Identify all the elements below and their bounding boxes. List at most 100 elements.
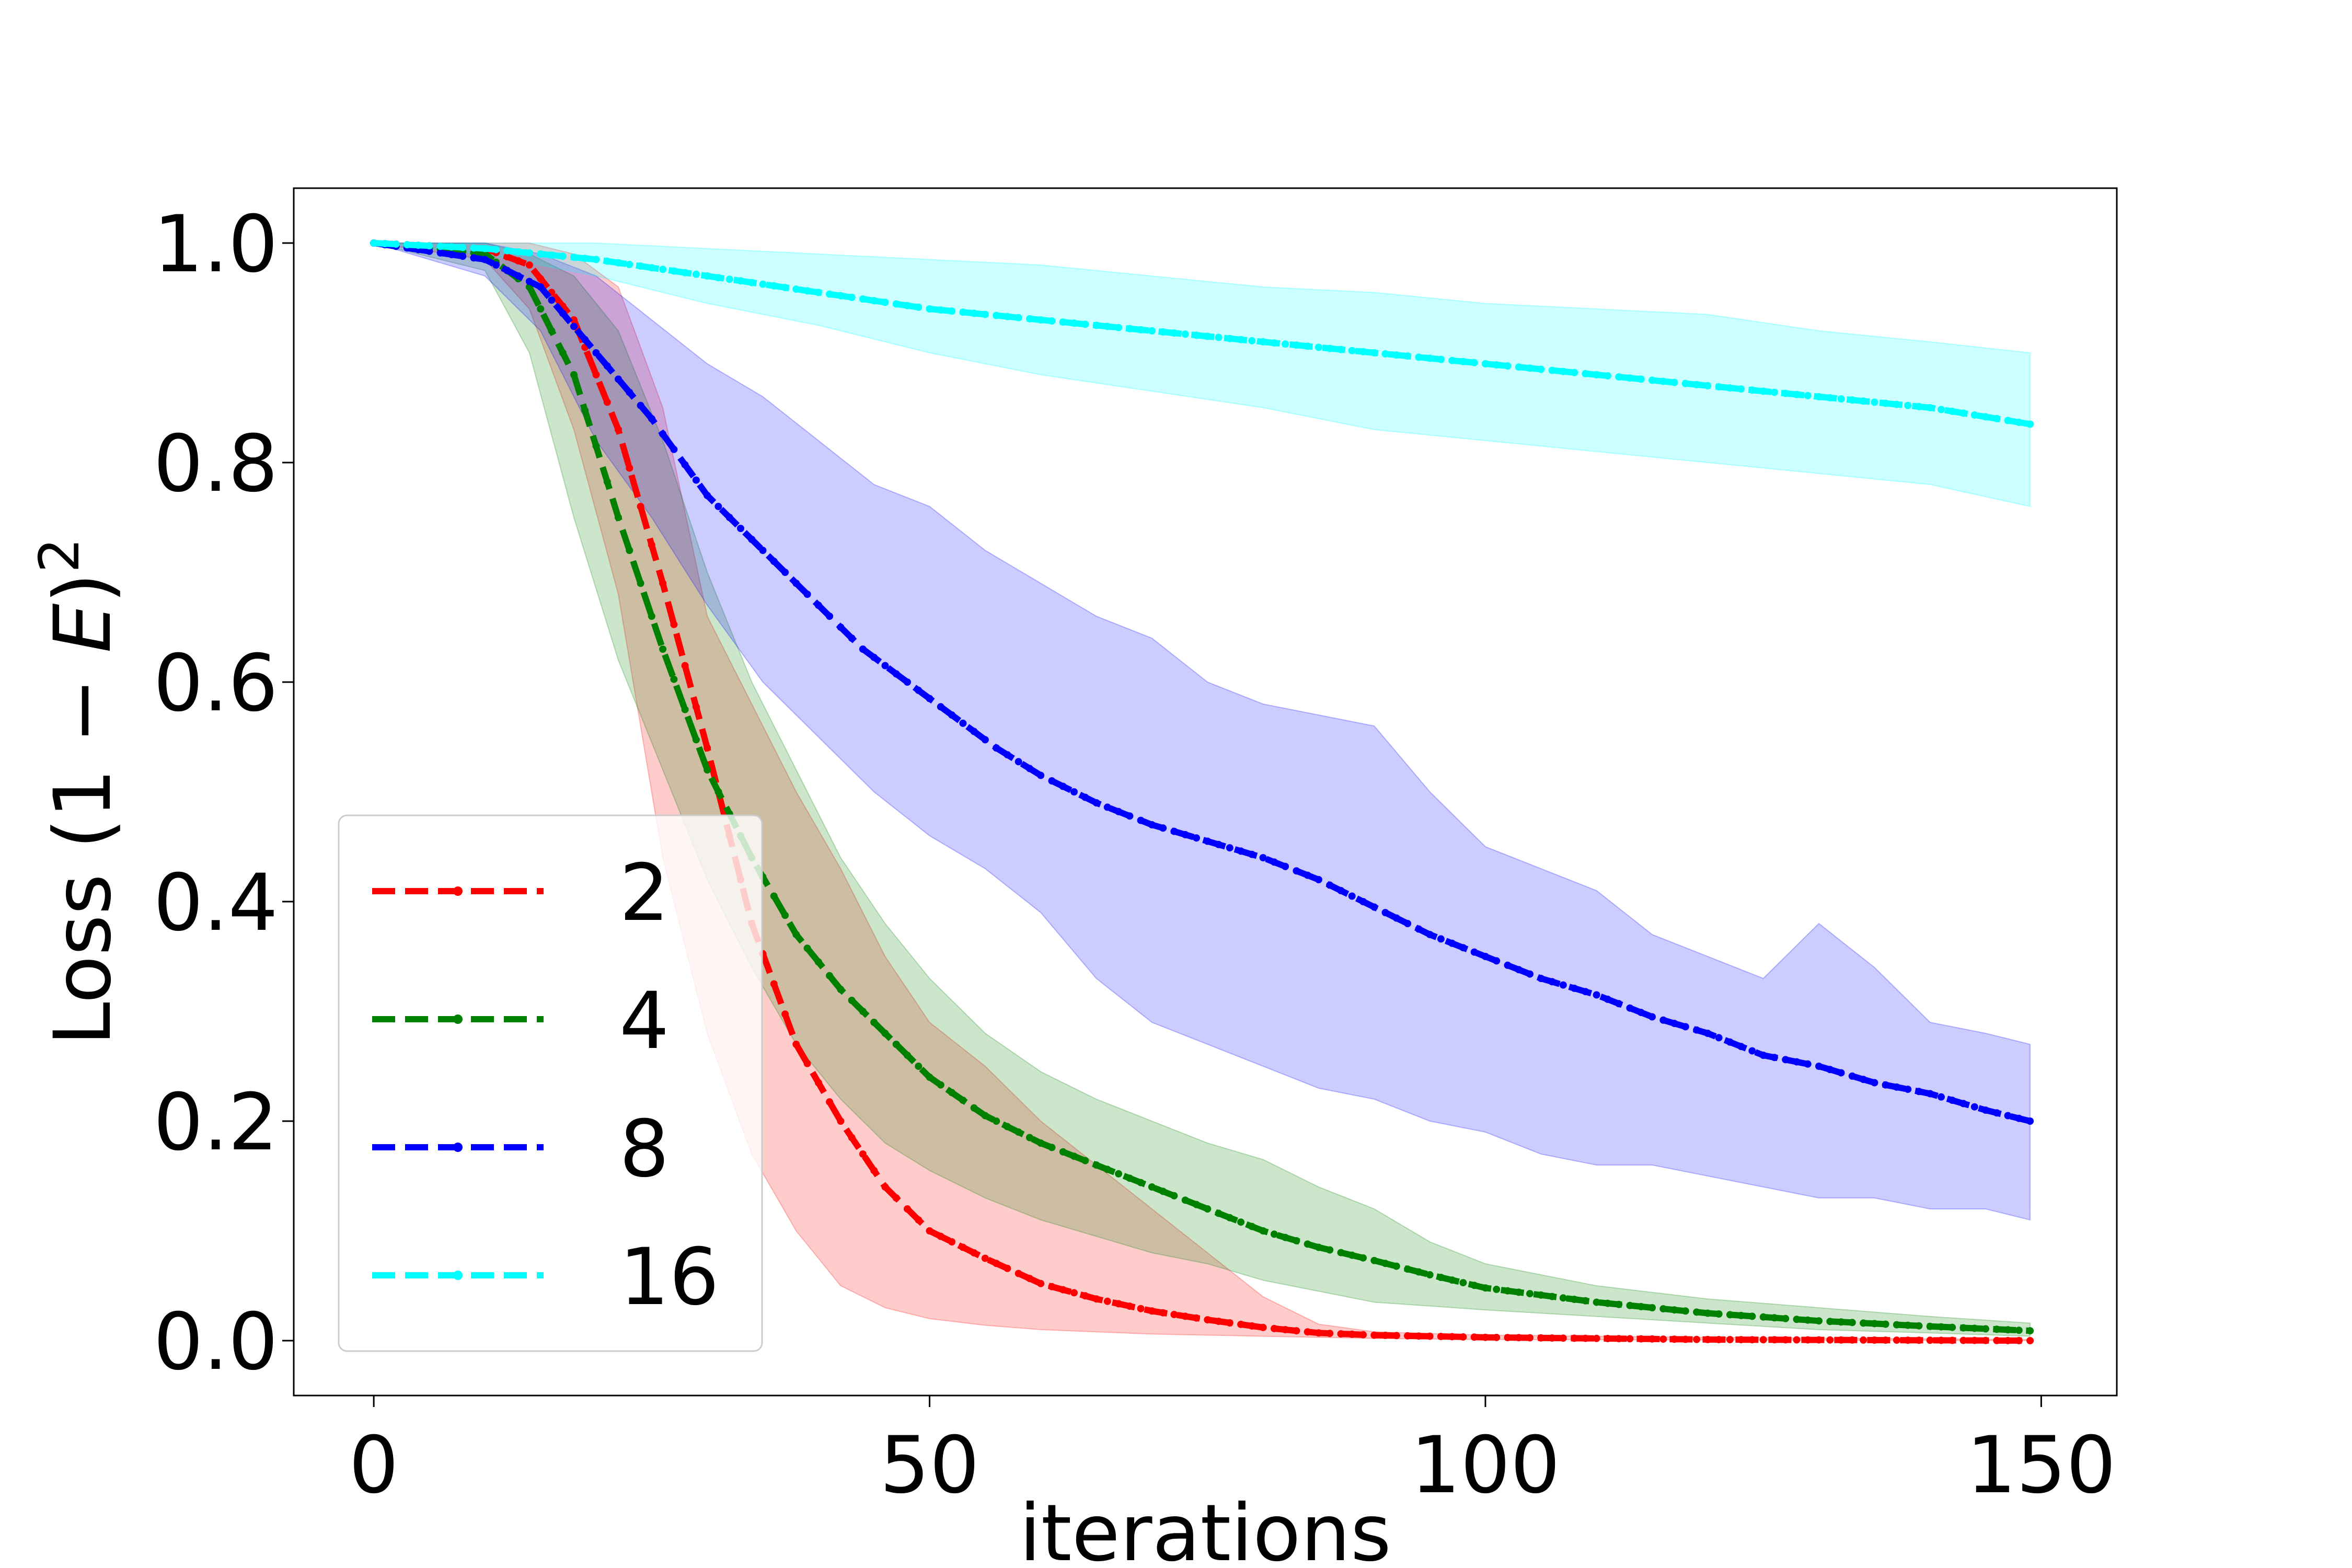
point-16 bbox=[603, 257, 611, 265]
point-8 bbox=[1437, 935, 1445, 943]
point-4 bbox=[904, 1052, 911, 1059]
point-2 bbox=[1670, 1335, 1678, 1343]
point-8 bbox=[1504, 961, 1512, 969]
point-8 bbox=[937, 703, 944, 711]
point-4 bbox=[1415, 1268, 1423, 1276]
point-8 bbox=[1115, 808, 1123, 815]
point-2 bbox=[1081, 1292, 1089, 1300]
point-16 bbox=[1482, 360, 1489, 367]
point-8 bbox=[1515, 966, 1523, 974]
point-16 bbox=[1793, 390, 1801, 398]
point-8 bbox=[759, 547, 767, 554]
point-2 bbox=[1626, 1335, 1634, 1343]
point-8 bbox=[1470, 948, 1478, 956]
point-16 bbox=[1126, 325, 1134, 332]
point-2 bbox=[681, 662, 689, 670]
point-16 bbox=[459, 244, 467, 251]
point-16 bbox=[1037, 316, 1045, 324]
point-2 bbox=[1426, 1332, 1434, 1340]
point-4 bbox=[1548, 1293, 1556, 1300]
point-2 bbox=[2015, 1336, 2023, 1344]
point-8 bbox=[1693, 1026, 1701, 1034]
point-2 bbox=[1137, 1305, 1145, 1312]
point-16 bbox=[714, 274, 722, 282]
point-2 bbox=[1770, 1336, 1778, 1344]
point-16 bbox=[1726, 384, 1734, 392]
point-16 bbox=[1904, 401, 1912, 409]
legend-label-4: 4 bbox=[619, 976, 669, 1067]
point-16 bbox=[748, 279, 756, 286]
point-8 bbox=[492, 261, 500, 269]
x-axis-label: iterations bbox=[1019, 1488, 1391, 1568]
point-4 bbox=[1982, 1325, 1989, 1333]
point-16 bbox=[1915, 402, 1923, 410]
y-tick-label: 0.4 bbox=[153, 858, 278, 949]
y-axis-ticks: 0.0 0.2 0.4 0.6 0.8 1.0 bbox=[153, 199, 294, 1388]
point-16 bbox=[1604, 372, 1611, 380]
point-8 bbox=[1726, 1038, 1734, 1046]
series-markers-16 bbox=[370, 239, 2034, 428]
point-16 bbox=[725, 275, 733, 283]
point-4 bbox=[1670, 1306, 1678, 1314]
point-2 bbox=[1004, 1264, 1011, 1272]
point-2 bbox=[959, 1243, 967, 1251]
y-axis-label-var: E bbox=[38, 603, 129, 653]
point-8 bbox=[1415, 925, 1423, 933]
point-4 bbox=[1604, 1299, 1611, 1307]
point-8 bbox=[1226, 844, 1233, 852]
point-2 bbox=[1037, 1279, 1045, 1287]
point-16 bbox=[1148, 327, 1156, 335]
point-4 bbox=[670, 675, 678, 683]
point-16 bbox=[1226, 335, 1233, 342]
point-16 bbox=[514, 248, 522, 256]
point-4 bbox=[648, 613, 655, 620]
point-4 bbox=[1871, 1320, 1878, 1328]
point-2 bbox=[1559, 1334, 1567, 1342]
point-4 bbox=[1348, 1251, 1356, 1259]
point-8 bbox=[1026, 765, 1033, 773]
point-2 bbox=[781, 1010, 789, 1018]
point-16 bbox=[792, 285, 800, 293]
point-16 bbox=[1159, 328, 1167, 336]
point-8 bbox=[1548, 978, 1556, 986]
point-8 bbox=[670, 445, 678, 453]
point-4 bbox=[1204, 1205, 1212, 1213]
point-16 bbox=[1170, 329, 1178, 337]
point-4 bbox=[1148, 1183, 1156, 1191]
point-8 bbox=[1681, 1023, 1689, 1031]
point-2 bbox=[503, 253, 511, 261]
point-16 bbox=[1092, 321, 1100, 329]
point-4 bbox=[1970, 1324, 1978, 1332]
point-8 bbox=[1970, 1103, 1978, 1111]
point-16 bbox=[1848, 396, 1856, 404]
point-16 bbox=[1381, 350, 1389, 358]
point-8 bbox=[881, 662, 889, 670]
point-8 bbox=[1148, 821, 1156, 828]
point-8 bbox=[1848, 1072, 1856, 1080]
point-4 bbox=[603, 478, 611, 486]
point-16 bbox=[1748, 386, 1756, 394]
point-16 bbox=[1215, 333, 1223, 341]
point-2 bbox=[1848, 1336, 1856, 1344]
point-2 bbox=[770, 980, 778, 988]
legend: 2 4 8 16 bbox=[338, 814, 763, 1352]
point-16 bbox=[1004, 313, 1011, 320]
point-16 bbox=[814, 289, 822, 296]
point-16 bbox=[1392, 351, 1400, 359]
point-8 bbox=[1070, 788, 1078, 795]
point-8 bbox=[603, 362, 611, 370]
point-2 bbox=[1459, 1333, 1467, 1341]
point-8 bbox=[1092, 799, 1100, 806]
point-4 bbox=[2026, 1327, 2034, 1335]
point-16 bbox=[904, 302, 911, 309]
point-16 bbox=[414, 241, 422, 249]
point-2 bbox=[704, 744, 711, 752]
point-8 bbox=[470, 254, 478, 262]
legend-box bbox=[338, 814, 763, 1352]
point-16 bbox=[1815, 393, 1823, 400]
point-8 bbox=[592, 349, 600, 356]
point-4 bbox=[1704, 1309, 1712, 1317]
point-8 bbox=[948, 711, 956, 719]
point-16 bbox=[1615, 373, 1623, 381]
